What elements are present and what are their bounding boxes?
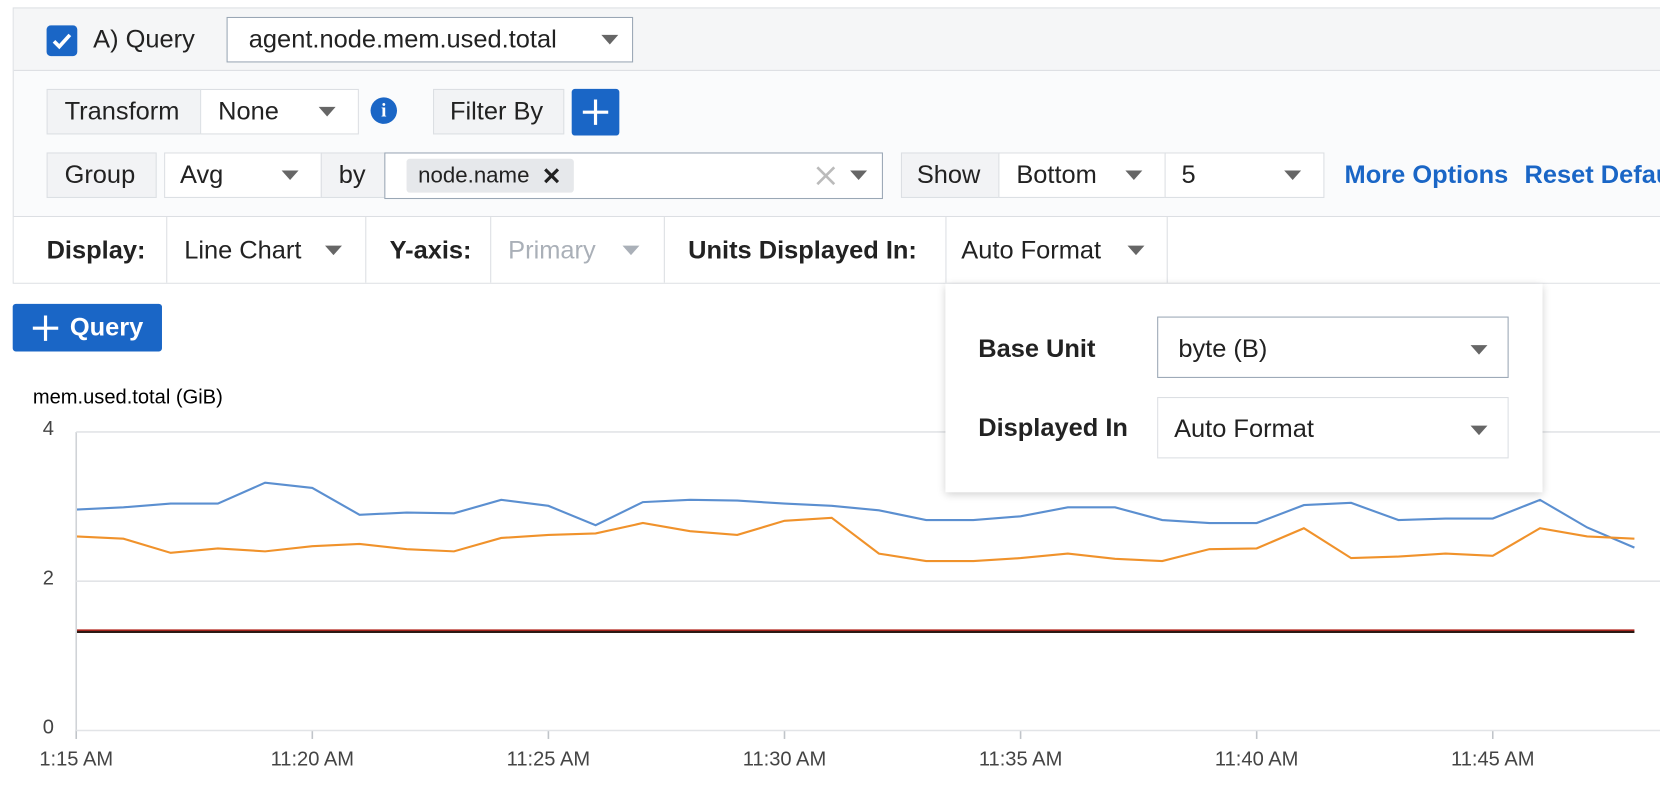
check-icon xyxy=(52,33,72,50)
separator xyxy=(663,217,665,283)
plus-icon xyxy=(32,315,59,341)
separator xyxy=(945,217,947,283)
tag-remove[interactable] xyxy=(543,167,560,184)
show-count: 5 xyxy=(1181,160,1196,190)
separator xyxy=(365,217,367,283)
metric-select[interactable] xyxy=(226,16,634,63)
x-tick-label: 11:45 AM xyxy=(1451,748,1534,770)
separator xyxy=(166,217,168,283)
by-label: by xyxy=(338,160,366,190)
x-tick-label: 11:25 AM xyxy=(507,748,590,770)
y-axis-title: mem.used.total (GiB) xyxy=(33,386,223,408)
x-tick-label: 11:40 AM xyxy=(1215,748,1298,770)
display-row xyxy=(13,217,1660,283)
base-unit-select[interactable] xyxy=(1157,316,1509,378)
caret xyxy=(1470,345,1488,355)
y-tick-label: 2 xyxy=(43,567,54,589)
displayed-in-value: Auto Format xyxy=(1174,415,1314,444)
caret xyxy=(1284,170,1302,180)
divider xyxy=(13,215,1660,218)
caret xyxy=(601,34,619,45)
caret xyxy=(1127,245,1145,256)
displayed-in-select[interactable] xyxy=(1157,397,1509,459)
yaxis-value: Primary xyxy=(508,236,596,265)
tag-label: node.name xyxy=(418,163,530,188)
caret xyxy=(1470,425,1488,436)
x-tick-label: 11:35 AM xyxy=(979,748,1062,770)
units-popup: Base Unit byte (B) Displayed In Auto For… xyxy=(945,283,1543,493)
more-options-link[interactable]: More Options xyxy=(1344,160,1509,190)
info-icon[interactable]: i xyxy=(370,97,398,124)
show-label-box xyxy=(900,152,1000,198)
yaxis-label: Y-axis: xyxy=(389,236,472,265)
show-value: Bottom xyxy=(1016,160,1097,190)
units-value[interactable]: Auto Format xyxy=(961,236,1102,265)
add-query-label: Query xyxy=(69,313,144,342)
x-tick-label: 11:20 AM xyxy=(271,748,354,770)
group-label-box xyxy=(46,152,157,198)
y-tick-label: 0 xyxy=(43,717,54,739)
caret xyxy=(622,245,640,256)
caret xyxy=(850,170,868,180)
separator xyxy=(490,217,492,283)
transform-value: None xyxy=(218,97,279,126)
base-unit-label: Base Unit xyxy=(978,334,1096,364)
base-unit-value: byte (B) xyxy=(1178,334,1268,364)
series-line xyxy=(76,481,1635,549)
add-query-button[interactable]: Query xyxy=(12,303,162,352)
filter-box xyxy=(433,88,565,135)
caret xyxy=(325,245,342,256)
tag-chip xyxy=(406,158,574,193)
y-tick-label: 4 xyxy=(43,418,54,440)
display-label: Display: xyxy=(46,236,146,265)
query-label: A) Query xyxy=(93,25,195,54)
add-filter-button[interactable] xyxy=(571,88,620,136)
group-value: Avg xyxy=(179,160,224,190)
caret xyxy=(1125,170,1143,180)
filter-label: Filter By xyxy=(449,97,544,126)
x-tick-label: 1:15 AM xyxy=(39,748,113,770)
caret xyxy=(281,170,299,180)
plus-icon xyxy=(582,99,609,125)
checkbox[interactable] xyxy=(46,25,78,57)
units-label: Units Displayed In: xyxy=(688,236,917,265)
separator xyxy=(1166,217,1168,283)
show-label: Show xyxy=(916,160,981,190)
clear-icon[interactable] xyxy=(815,165,836,186)
x-tick-label: 11:30 AM xyxy=(743,748,826,770)
display-value[interactable]: Line Chart xyxy=(184,236,302,265)
transform-label: Transform xyxy=(64,97,180,126)
group-label: Group xyxy=(64,160,136,190)
displayed-in-label: Displayed In xyxy=(978,413,1128,443)
reset-defaults-link[interactable]: Reset Defaults xyxy=(1524,160,1660,190)
metric-value: agent.node.mem.used.total xyxy=(248,25,557,54)
caret xyxy=(318,106,336,117)
series-line xyxy=(76,516,1635,563)
